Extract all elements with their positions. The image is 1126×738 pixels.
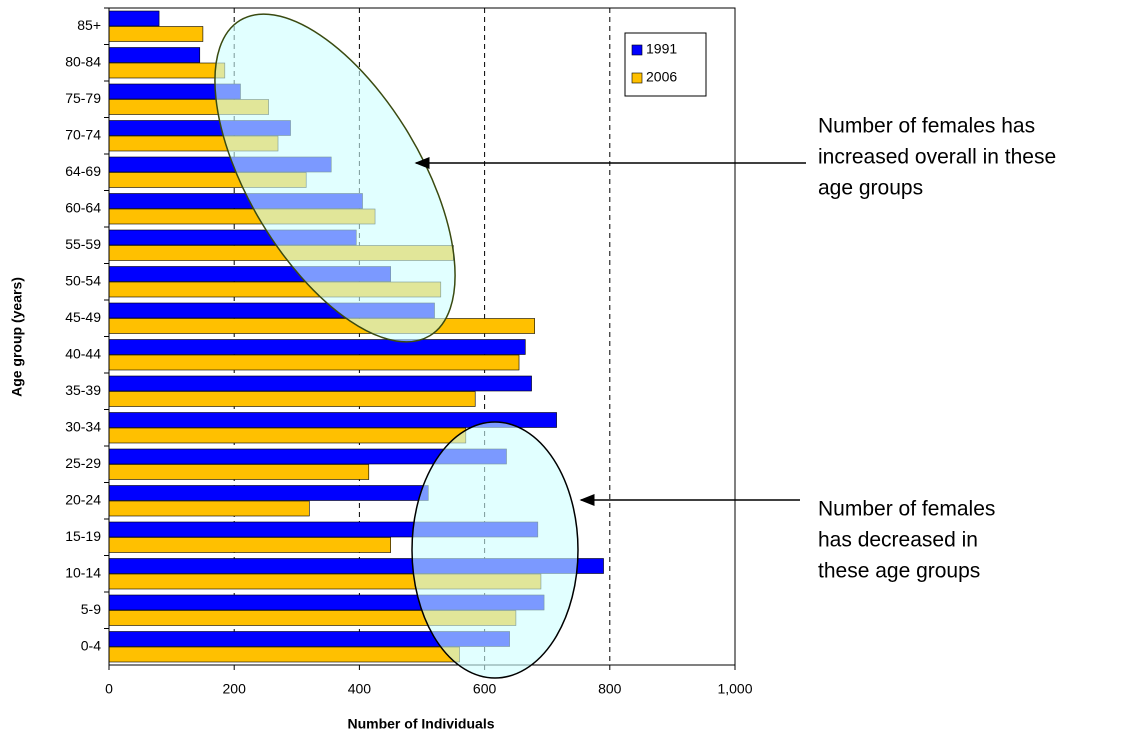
plot-border <box>108 7 736 666</box>
bar <box>108 339 526 355</box>
legend-label: 1991 <box>646 41 677 57</box>
bar <box>108 318 535 334</box>
y-axis-label: Age group (years) <box>9 277 25 397</box>
y-tick-label: 20-24 <box>65 491 101 507</box>
y-tick-label: 70-74 <box>65 126 101 142</box>
annotation: age groups <box>818 177 923 200</box>
y-tick-label: 5-9 <box>81 601 101 617</box>
highlight-ellipse <box>411 421 579 679</box>
y-tick-label: 60-64 <box>65 199 101 215</box>
y-tick-label: 64-69 <box>65 163 101 179</box>
legend-box <box>624 32 707 97</box>
y-tick-label: 25-29 <box>65 455 101 471</box>
legend-swatch <box>631 72 643 84</box>
bar <box>108 10 160 27</box>
bar <box>108 646 460 663</box>
bar <box>108 500 310 517</box>
bar <box>108 537 392 553</box>
bar <box>108 375 532 392</box>
x-tick-label: 1,000 <box>717 681 752 697</box>
legend-swatch <box>631 44 643 56</box>
bar <box>108 62 226 79</box>
x-tick-label: 200 <box>223 681 247 697</box>
annotation: has decreased in <box>818 529 978 552</box>
y-tick-label: 75-79 <box>65 90 101 106</box>
bar <box>108 354 520 371</box>
annotation: Number of females has <box>818 115 1035 138</box>
bar <box>108 47 201 63</box>
y-tick-label: 85+ <box>77 17 101 33</box>
x-axis-label: Number of Individuals <box>347 716 494 732</box>
y-tick-label: 50-54 <box>65 272 101 288</box>
y-tick-label: 0-4 <box>81 637 101 653</box>
y-tick-label: 45-49 <box>65 309 101 325</box>
x-tick-label: 0 <box>105 681 113 697</box>
x-tick-label: 400 <box>348 681 372 697</box>
annotation: increased overall in these <box>818 146 1056 169</box>
y-tick-label: 35-39 <box>65 382 101 398</box>
y-tick-label: 10-14 <box>65 564 101 580</box>
x-tick-label: 800 <box>598 681 622 697</box>
y-tick-label: 80-84 <box>65 53 101 69</box>
bar <box>108 464 370 480</box>
y-tick-label: 40-44 <box>65 345 101 361</box>
bar <box>108 485 429 501</box>
y-tick-label: 55-59 <box>65 236 101 252</box>
bar <box>108 26 204 42</box>
legend-label: 2006 <box>646 69 677 85</box>
bar <box>108 427 467 444</box>
y-tick-label: 30-34 <box>65 418 101 434</box>
annotation: these age groups <box>818 560 980 583</box>
annotation: Number of females <box>818 498 995 521</box>
bar <box>108 391 476 407</box>
x-tick-label: 600 <box>473 681 497 697</box>
highlight-ellipse <box>214 13 456 343</box>
y-tick-label: 15-19 <box>65 528 101 544</box>
